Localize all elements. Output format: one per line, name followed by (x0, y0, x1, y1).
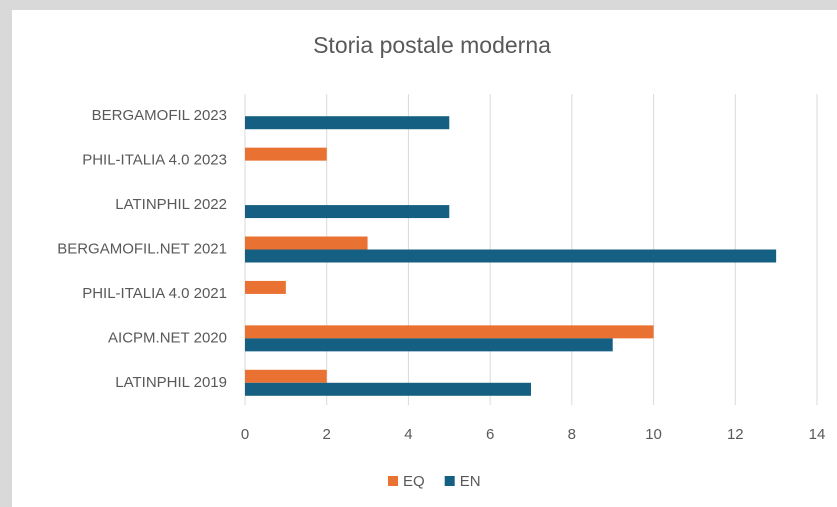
x-tick-label: 10 (645, 426, 662, 443)
x-tick-label: 6 (486, 426, 494, 443)
x-tick-label: 14 (809, 426, 826, 443)
bar (245, 236, 368, 250)
legend-label: EN (460, 473, 481, 490)
x-tick-label: 2 (323, 426, 331, 443)
bar (245, 147, 327, 161)
y-tick-label: BERGAMOFIL 2023 (92, 107, 227, 124)
x-tick-label: 8 (568, 426, 576, 443)
bar (245, 116, 450, 130)
bar (245, 369, 327, 383)
y-tick-label: LATINPHIL 2022 (115, 196, 227, 213)
bar (245, 325, 654, 339)
legend-swatch (388, 476, 398, 486)
legend-label: EQ (403, 473, 425, 490)
x-tick-label: 12 (727, 426, 744, 443)
legend-swatch (444, 476, 455, 486)
y-tick-label: PHIL-ITALIA 4.0 2023 (82, 152, 227, 169)
bar (245, 205, 450, 219)
y-tick-label: LATINPHIL 2019 (115, 374, 227, 391)
y-tick-label: BERGAMOFIL.NET 2021 (57, 240, 227, 257)
y-tick-label: PHIL-ITALIA 4.0 2021 (82, 285, 227, 302)
x-tick-label: 4 (404, 426, 412, 443)
y-tick-label: AICPM.NET 2020 (108, 329, 227, 346)
chart-title: Storia postale moderna (313, 32, 551, 58)
x-tick-label: 0 (241, 426, 249, 443)
bar (245, 382, 531, 396)
bar (245, 280, 286, 294)
bar (245, 338, 613, 352)
bar (245, 249, 777, 263)
